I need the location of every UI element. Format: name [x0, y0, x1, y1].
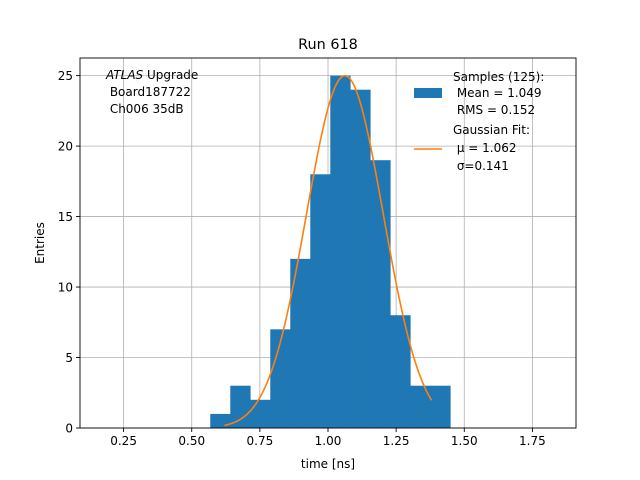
histogram-bar — [310, 174, 331, 428]
x-tick-label: 1.50 — [451, 434, 478, 448]
y-axis-ticks: 0 5 10 15 20 25 — [58, 69, 80, 436]
annotation-channel: Ch006 35dB — [106, 102, 184, 116]
chart-title: Run 618 — [298, 37, 358, 53]
x-tick-label: 0.25 — [110, 434, 137, 448]
annotation-line-1: ATLAS Upgrade — [105, 68, 198, 82]
x-tick-label: 0.75 — [247, 434, 274, 448]
histogram-bar — [230, 385, 251, 428]
histogram-bar — [410, 385, 431, 428]
legend-samples-title: Samples (125): — [453, 70, 544, 84]
x-axis-ticks: 0.25 0.50 0.75 1.00 1.25 1.50 1.75 — [110, 428, 546, 448]
y-tick-label: 5 — [65, 351, 73, 365]
x-tick-label: 1.00 — [315, 434, 342, 448]
histogram-bar — [330, 75, 351, 428]
histogram-bar — [430, 385, 451, 428]
x-tick-label: 1.25 — [383, 434, 410, 448]
annotation-board: Board187722 — [106, 85, 191, 99]
x-axis-label: time [ns] — [301, 457, 355, 471]
gaussian-fit-curve — [224, 74, 433, 427]
histogram-bar — [290, 258, 311, 428]
y-tick-label: 25 — [58, 69, 73, 83]
legend-samples-rms: RMS = 0.152 — [453, 103, 535, 117]
y-axis-label: Entries — [33, 222, 47, 264]
y-tick-label: 10 — [58, 281, 73, 295]
grid-lines — [80, 58, 576, 429]
histogram-bar — [250, 399, 271, 428]
y-tick-label: 15 — [58, 210, 73, 224]
histogram-bars — [210, 75, 451, 428]
y-tick-label: 20 — [58, 140, 73, 154]
legend-fit-mu: μ = 1.062 — [453, 141, 517, 155]
histogram-bar — [270, 329, 291, 428]
x-tick-label: 1.75 — [519, 434, 546, 448]
legend-fit-title: Gaussian Fit: — [453, 123, 530, 137]
legend-samples-patch — [414, 88, 442, 98]
atlas-annotation: ATLAS Upgrade Board187722 Ch006 35dB — [105, 68, 198, 116]
x-tick-label: 0.50 — [178, 434, 205, 448]
histogram-bar — [390, 315, 411, 428]
annotation-upgrade: Upgrade — [143, 68, 198, 82]
legend: Samples (125): Mean = 1.049 RMS = 0.152 … — [414, 70, 544, 173]
histogram-bar — [350, 89, 371, 428]
legend-samples-mean: Mean = 1.049 — [453, 86, 542, 100]
y-tick-label: 0 — [65, 422, 73, 436]
histogram-bar — [210, 413, 231, 428]
annotation-atlas: ATLAS — [105, 68, 144, 82]
legend-fit-sigma: σ=0.141 — [453, 159, 509, 173]
